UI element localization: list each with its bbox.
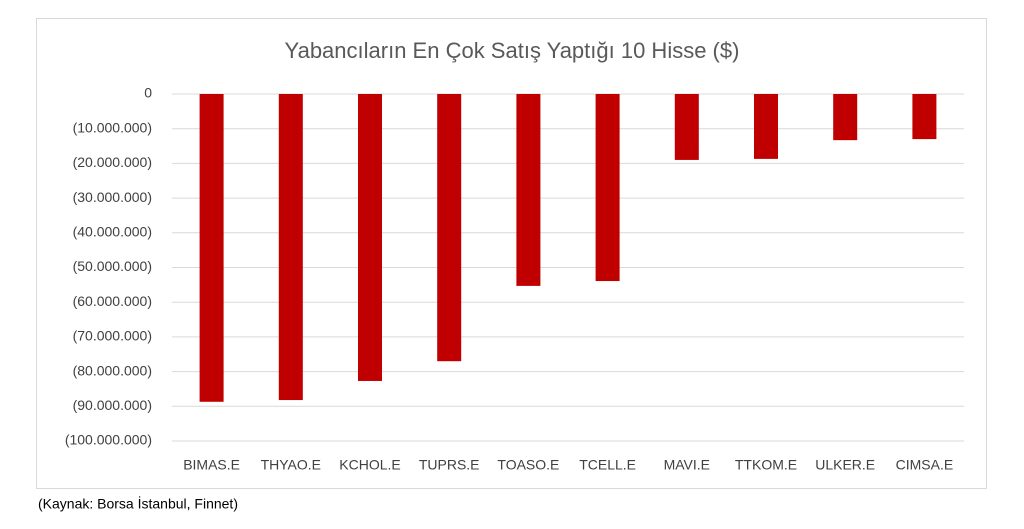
x-tick-label: TOASO.E xyxy=(497,457,559,473)
x-tick-label: THYAO.E xyxy=(261,457,321,473)
bar xyxy=(516,94,541,286)
y-tick-label: (40.000.000) xyxy=(73,224,152,240)
y-tick-label: (70.000.000) xyxy=(73,328,152,344)
bar xyxy=(912,94,937,140)
source-note: (Kaynak: Borsa İstanbul, Finnet) xyxy=(38,495,238,512)
chart-frame xyxy=(36,18,987,489)
y-tick-label: (20.000.000) xyxy=(73,154,152,170)
x-tick-label: BIMAS.E xyxy=(183,457,240,473)
y-tick-label: (60.000.000) xyxy=(73,293,152,309)
y-tick-label: (100.000.000) xyxy=(65,432,152,448)
bar xyxy=(199,94,224,402)
x-tick-label: CIMSA.E xyxy=(896,457,954,473)
y-tick-label: (90.000.000) xyxy=(73,397,152,413)
x-tick-label: ULKER.E xyxy=(815,457,875,473)
bar xyxy=(674,94,699,160)
y-tick-label: 0 xyxy=(144,85,152,101)
x-tick-label: TUPRS.E xyxy=(419,457,480,473)
y-tick-label: (50.000.000) xyxy=(73,258,152,274)
x-tick-label: KCHOL.E xyxy=(339,457,400,473)
bar xyxy=(278,94,303,401)
bar xyxy=(833,94,858,141)
x-tick-label: MAVI.E xyxy=(664,457,710,473)
bar xyxy=(358,94,382,381)
y-tick-label: (80.000.000) xyxy=(73,362,152,378)
x-tick-label: TCELL.E xyxy=(579,457,636,473)
y-tick-label: (10.000.000) xyxy=(73,119,152,135)
x-tick-label: TTKOM.E xyxy=(735,457,797,473)
bar xyxy=(754,94,778,159)
chart-title: Yabancıların En Çok Satış Yaptığı 10 His… xyxy=(285,38,740,63)
bar xyxy=(437,94,462,362)
bar xyxy=(595,94,620,282)
y-tick-label: (30.000.000) xyxy=(73,189,152,205)
